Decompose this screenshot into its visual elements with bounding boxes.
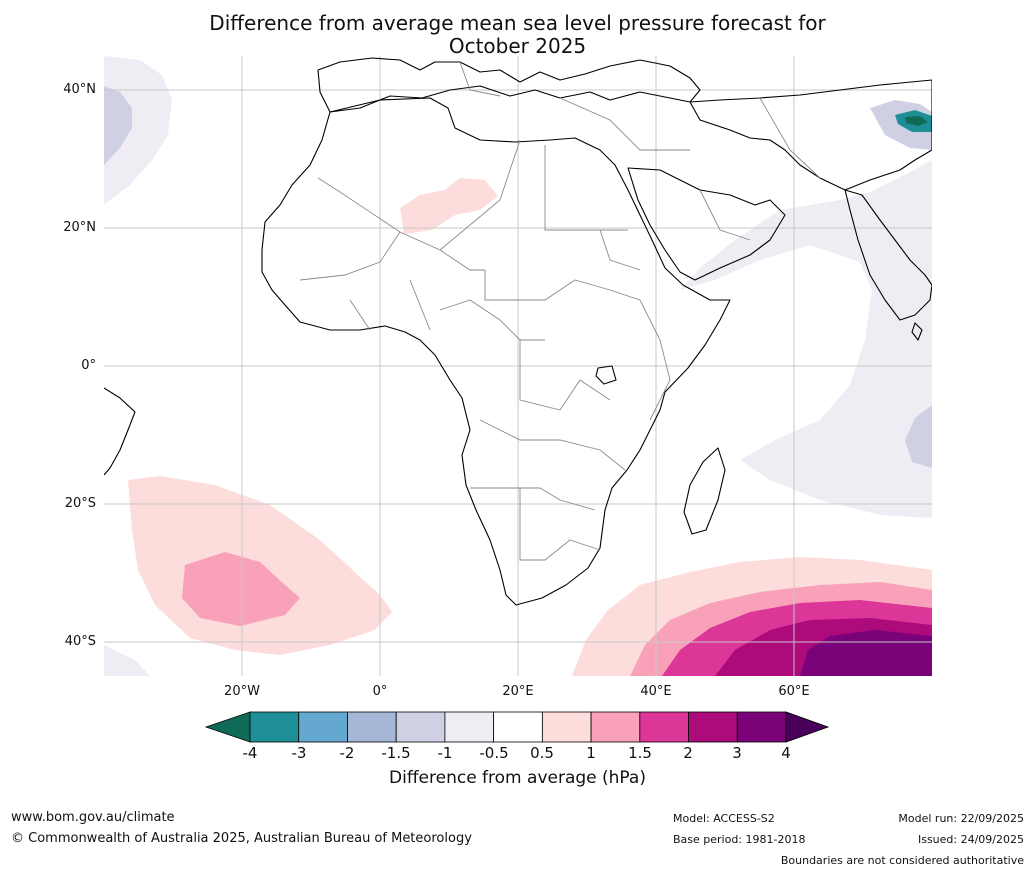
map-title-line1: Difference from average mean sea level p… [209,11,826,35]
colorbar-tick: 0.5 [530,744,554,762]
colorbar-swatch [541,711,592,743]
arabia-coastline [627,167,786,281]
colorbar-swatch [493,711,543,743]
lon-label-20e: 20°E [502,684,534,699]
colorbar-label: Difference from average (hPa) [389,768,646,788]
map-title-line2: October 2025 [448,34,587,58]
footer-issued: Issued: 24/09/2025 [917,833,1024,846]
colorbar-tick: 3 [732,744,742,762]
map-plot-area [104,56,932,676]
country-boundaries [299,61,821,561]
lat-label-20n: 20°N [63,220,96,235]
colorbar-tick: -1.5 [381,744,411,762]
anomaly-region-south-atlantic-pos [182,552,300,626]
colorbar-tick: -4 [242,744,258,762]
south-america-coastline [104,387,136,476]
coastlines [104,57,932,606]
footer-disclaimer: Boundaries are not considered authoritat… [780,854,1024,867]
colorbar-extend-high [785,711,830,743]
anomaly-region-nw-neg-light [104,56,172,205]
anomaly-region-himalaya-neg-core [905,116,928,126]
colorbar-swatch [249,711,300,743]
lon-label-20w: 20°W [224,684,260,699]
anomaly-region-sw-neg-light [104,645,150,676]
colorbar-tick: -2 [339,744,355,762]
colorbar [204,711,830,743]
sri-lanka-coastline [911,322,923,341]
anomaly-region-sahara-pos [400,178,498,234]
colorbar-swatch [639,711,689,743]
europe-coastline [317,57,701,113]
lat-label-20s: 20°S [64,496,96,511]
colorbar-tick: 4 [781,744,791,762]
lat-label-40n: 40°N [63,82,96,97]
colorbar-swatch [298,711,348,743]
india-coastline [844,189,932,321]
colorbar-tick: 1 [586,744,596,762]
colorbar-tick: -0.5 [479,744,509,762]
colorbar-tick: -3 [291,744,307,762]
asia-coastline [689,79,932,191]
footer-copyright: © Commonwealth of Australia 2025, Austra… [11,831,472,846]
colorbar-swatch [347,711,397,743]
colorbar-swatch [688,711,738,743]
colorbar-tick: 1.5 [628,744,652,762]
lon-label-0: 0° [372,684,388,699]
colorbar-swatch [444,711,495,743]
anomaly-region-east-neg-light [680,160,932,518]
colorbar-swatch [736,711,787,743]
lat-label-40s: 40°S [64,634,96,649]
footer-model-run: Model run: 22/09/2025 [898,812,1024,825]
colorbar-tick: -1 [437,744,453,762]
anomaly-region-east-neg [905,405,932,468]
footer-base-period: Base period: 1981-2018 [673,833,806,846]
africa-coastline [261,97,731,606]
lake-victoria-outline [595,365,617,385]
lat-label-0: 0° [81,358,96,373]
colorbar-swatch [590,711,641,743]
lon-label-60e: 60°E [778,684,810,699]
lon-label-40e: 40°E [640,684,672,699]
footer-url-link[interactable]: www.bom.gov.au/climate [11,810,175,825]
anomaly-region-nw-neg [104,86,132,165]
colorbar-extend-low [204,711,251,743]
colorbar-tick: 2 [683,744,693,762]
madagascar-coastline [683,447,726,535]
footer-model: Model: ACCESS-S2 [673,812,775,825]
colorbar-swatch [395,711,446,743]
